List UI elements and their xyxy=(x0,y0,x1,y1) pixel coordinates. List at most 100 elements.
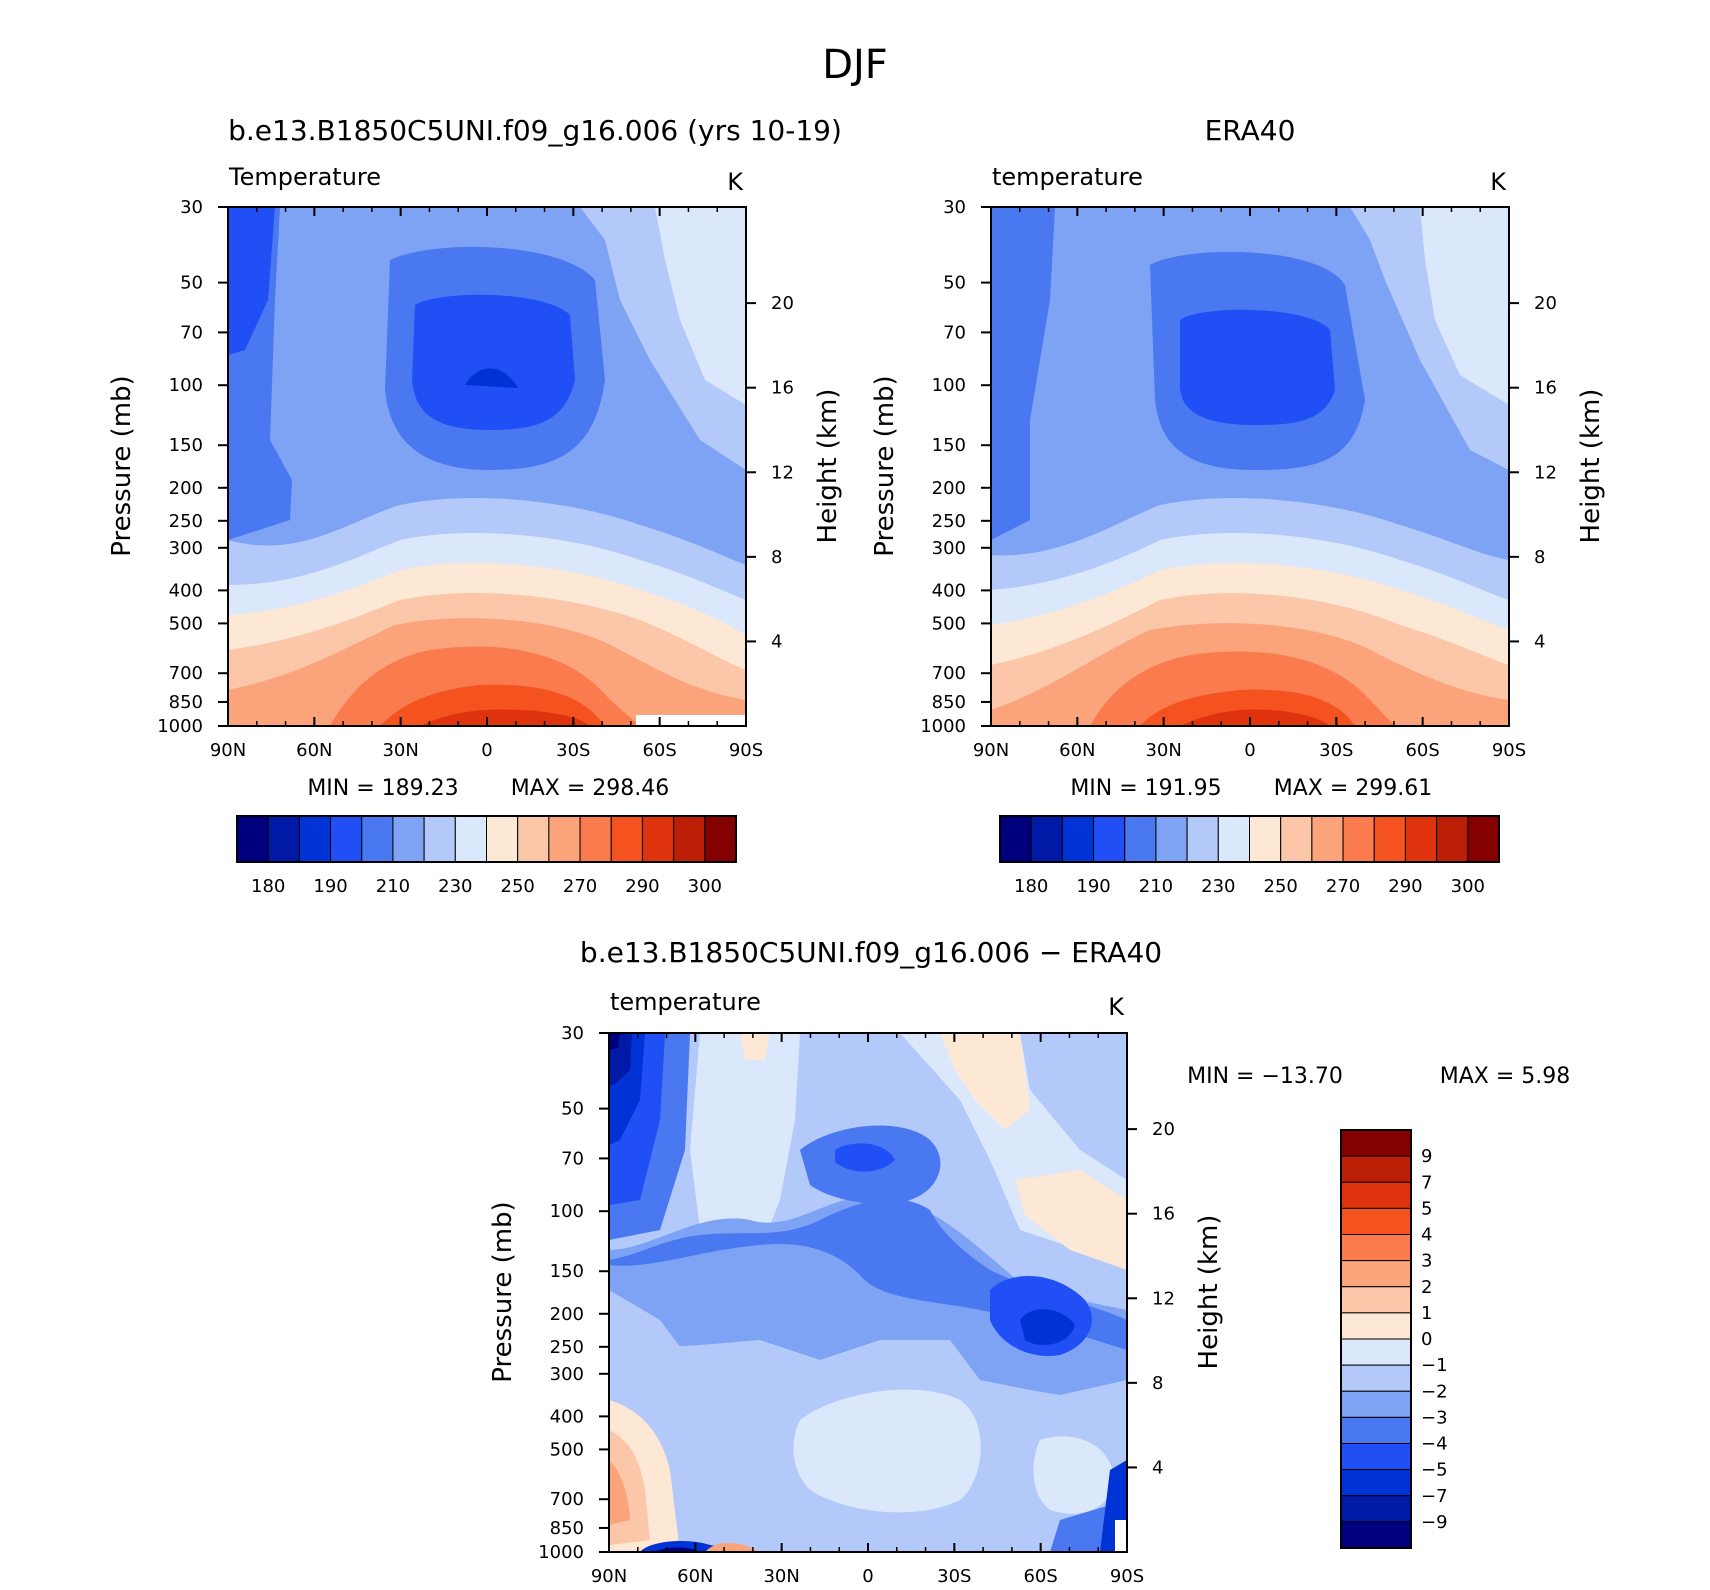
contour-band xyxy=(1015,1170,1127,1270)
colorbar-label: 190 xyxy=(1076,876,1110,897)
colorbar-swatch xyxy=(454,815,487,863)
panel-diff-axes: 90N 60N 30N 0 30S 60S 90S 30 50 70 100 150 200 250 300… xyxy=(538,1023,1175,1587)
x-tick-label: 60S xyxy=(1405,740,1439,761)
x-tick-label: 30S xyxy=(937,1566,971,1587)
y-tick-label: 500 xyxy=(932,613,966,634)
panel-obs-title: ERA40 xyxy=(1205,114,1296,147)
colorbar-swatch xyxy=(1155,815,1188,863)
colorbar-swatch xyxy=(999,815,1032,863)
panel-obs-axes: 90N 60N 30N 0 30S 60S 90S 30 50 70 100 150 200 250 300… xyxy=(920,197,1557,761)
contour-band xyxy=(465,368,518,388)
panel-model-title: b.e13.B1850C5UNI.f09_g16.006 (yrs 10-19) xyxy=(228,114,842,147)
contour-band xyxy=(1020,1309,1075,1345)
colorbar-swatch xyxy=(1280,815,1313,863)
colorbar-swatch xyxy=(673,815,706,863)
colorbar-swatch xyxy=(330,815,363,863)
colorbar-label: 300 xyxy=(688,876,722,897)
panel-diff-ylabel: Pressure (mb) xyxy=(488,1201,518,1382)
colorbar-swatch xyxy=(1186,815,1219,863)
y-tick-label: 700 xyxy=(932,663,966,684)
x-tick-label: 30S xyxy=(1319,740,1353,761)
colorbar-label: 180 xyxy=(1014,876,1048,897)
y2-tick-label: 12 xyxy=(771,462,794,483)
panel-model-max: MAX = 298.46 xyxy=(511,776,670,801)
colorbar-label: −7 xyxy=(1421,1486,1448,1507)
y-tick-label: 1000 xyxy=(538,1542,584,1563)
colorbar-swatch xyxy=(641,815,675,863)
panel-obs-contours xyxy=(991,207,1509,726)
panel-model-units-label: K xyxy=(727,168,744,196)
y-tick-label: 850 xyxy=(550,1518,584,1539)
x-tick-label: 90N xyxy=(210,740,246,761)
colorbar-label: 250 xyxy=(501,876,535,897)
colorbar-label: 190 xyxy=(313,876,347,897)
y2-tick-label: 20 xyxy=(1152,1119,1175,1140)
panel-obs-variable-label: temperature xyxy=(992,163,1143,191)
panel-diff-min: MIN = −13.70 xyxy=(1187,1064,1343,1089)
panel-model: b.e13.B1850C5UNI.f09_g16.006 (yrs 10-19)… xyxy=(107,114,843,897)
contour-band xyxy=(609,1033,620,1050)
colorbar-label: −5 xyxy=(1421,1460,1448,1481)
y-tick-label: 30 xyxy=(561,1023,584,1044)
colorbar-swatch xyxy=(1467,815,1500,863)
y-tick-label: 50 xyxy=(180,273,203,294)
y2-tick-label: 8 xyxy=(1152,1373,1163,1394)
contour-band xyxy=(835,1143,895,1172)
colorbar-swatch xyxy=(517,815,550,863)
y-tick-label: 30 xyxy=(943,197,966,218)
y2-tick-label: 8 xyxy=(1534,547,1545,568)
panel-diff-contours xyxy=(609,1033,1127,1552)
colorbar-swatch xyxy=(548,815,581,863)
x-tick-label: 60S xyxy=(1023,1566,1057,1587)
figure-title: DJF xyxy=(822,42,888,88)
colorbar-label: 2 xyxy=(1421,1277,1432,1298)
y-tick-label: 500 xyxy=(550,1439,584,1460)
colorbar-label: 1 xyxy=(1421,1303,1432,1324)
panel-model-contours xyxy=(228,207,746,726)
contour-band xyxy=(412,294,575,430)
y-tick-label: 500 xyxy=(169,613,203,634)
colorbar-label: 230 xyxy=(1201,876,1235,897)
colorbar-swatch xyxy=(1340,1443,1412,1471)
y-tick-label: 150 xyxy=(932,435,966,456)
colorbar-swatch xyxy=(1124,815,1157,863)
colorbar-label: 270 xyxy=(563,876,597,897)
colorbar-swatch xyxy=(236,815,269,863)
y-tick-label: 30 xyxy=(180,197,203,218)
contour-band xyxy=(636,715,746,726)
colorbar-swatch xyxy=(1340,1364,1412,1392)
panel-model-y2label: Height (km) xyxy=(813,389,843,544)
colorbar-label: −9 xyxy=(1421,1512,1448,1533)
y2-tick-label: 20 xyxy=(771,293,794,314)
colorbar-swatch xyxy=(1061,815,1095,863)
x-tick-label: 0 xyxy=(1244,740,1255,761)
y-tick-label: 100 xyxy=(550,1201,584,1222)
y2-tick-label: 4 xyxy=(1152,1457,1163,1478)
colorbar-swatch xyxy=(1340,1495,1412,1523)
y-tick-label: 150 xyxy=(169,435,203,456)
y2-tick-label: 12 xyxy=(1534,462,1557,483)
contour-band xyxy=(705,1543,760,1552)
panel-obs-y2label: Height (km) xyxy=(1576,389,1606,544)
colorbar-label: 7 xyxy=(1421,1172,1432,1193)
x-tick-label: 60N xyxy=(677,1566,713,1587)
colorbar-swatch xyxy=(1340,1155,1412,1183)
colorbar-label: 4 xyxy=(1421,1225,1432,1246)
colorbar-swatch xyxy=(1249,815,1282,863)
colorbar-swatch xyxy=(1340,1129,1412,1157)
y-tick-label: 70 xyxy=(180,322,203,343)
panel-model-min: MIN = 189.23 xyxy=(307,776,458,801)
x-tick-label: 30N xyxy=(763,1566,799,1587)
colorbar-swatch xyxy=(1340,1469,1412,1497)
panel-diff: b.e13.B1850C5UNI.f09_g16.006 − ERA40 tem… xyxy=(488,936,1570,1587)
contour-band xyxy=(1180,709,1330,726)
y2-tick-label: 8 xyxy=(771,547,782,568)
colorbar-swatch xyxy=(610,815,643,863)
colorbar-label: 9 xyxy=(1421,1146,1432,1167)
colorbar-swatch xyxy=(579,815,612,863)
colorbar-swatch xyxy=(1340,1416,1412,1444)
colorbar-swatch xyxy=(1030,815,1063,863)
colorbar-swatch xyxy=(1340,1260,1412,1288)
colorbar-swatch xyxy=(1340,1286,1412,1314)
colorbar-swatch xyxy=(1340,1338,1412,1366)
